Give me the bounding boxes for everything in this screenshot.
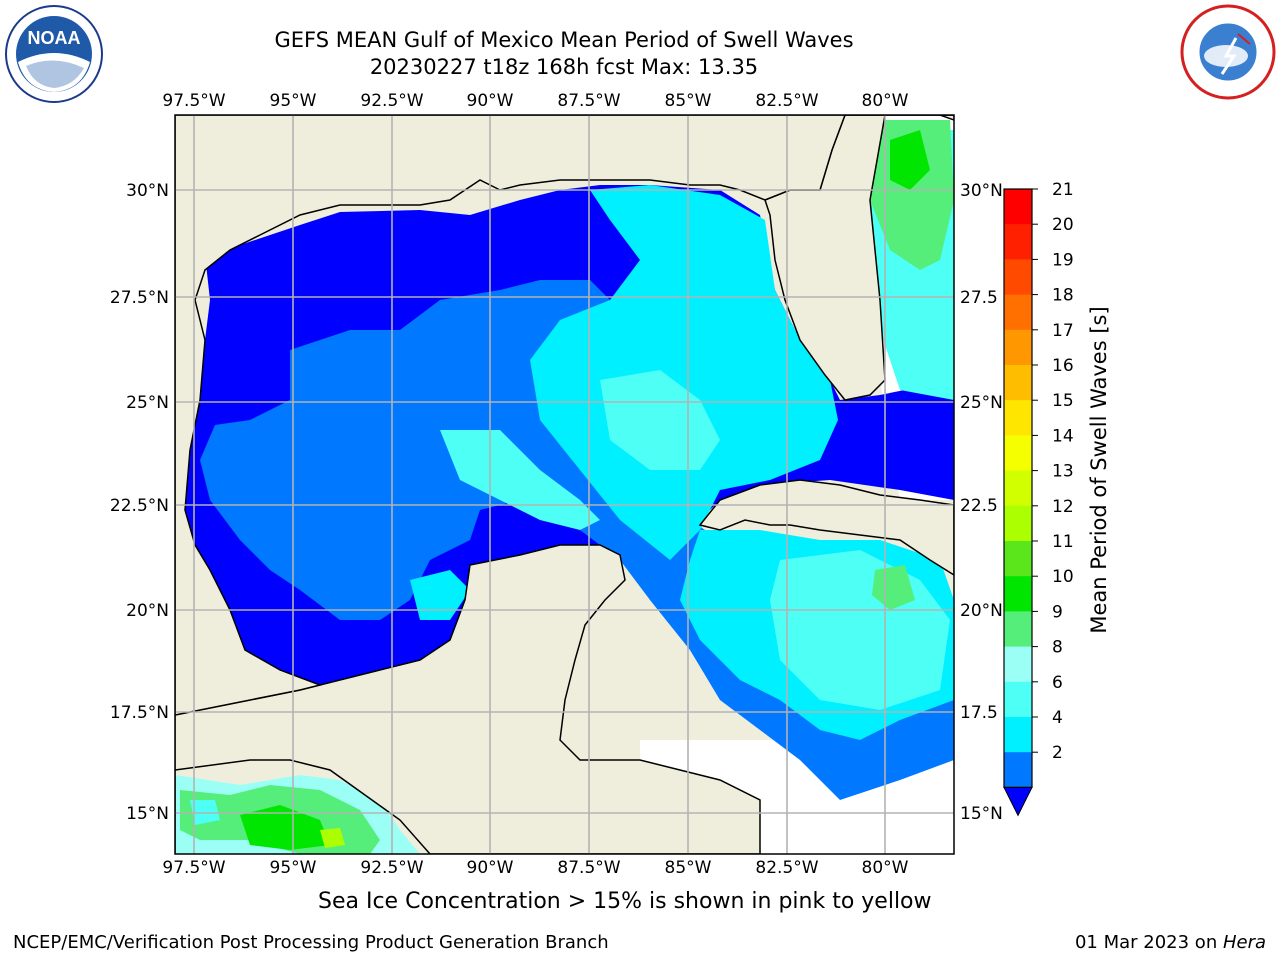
noaa-wordmark: NOAA [28,28,81,48]
lat-tick-label: 30°N [960,181,1003,201]
colorbar-tick-label: 10 [1052,567,1074,587]
lon-tick-label: 85°W [665,858,712,878]
lon-tick-label: 80°W [862,858,909,878]
colorbar-tick-label: 8 [1052,638,1063,658]
colorbar-tick-label: 19 [1052,250,1074,270]
lon-tick-label: 92.5°W [360,858,423,878]
colorbar-segment [1004,505,1032,542]
colorbar-segment [1004,646,1032,683]
swell-9-10 [865,120,954,270]
colorbar-ticks: 21 20 19 18 17 16 15 14 13 12 11 10 9 8 6 4 2 [1032,180,1074,763]
nws-logo [1180,4,1276,100]
lon-tick-label: 97.5°W [162,858,225,878]
lon-tick-label: 95°W [270,91,317,111]
lat-tick-label: 22.5 [960,496,998,516]
colorbar-segment [1004,681,1032,718]
colorbar-segment [1004,576,1032,612]
colorbar-segment [1004,435,1032,472]
colorbar-tick-label: 9 [1052,602,1063,622]
colorbar-tick-label: 14 [1052,426,1074,446]
lat-tick-label: 20°N [126,601,169,621]
colorbar-tick-label: 18 [1052,286,1074,306]
colorbar-outline [1003,188,1033,789]
lon-labels-bottom: 97.5°W 95°W 92.5°W 90°W 87.5°W 85°W 82.5°W 80°W [162,858,908,878]
colorbar-segment [1004,224,1032,260]
colorbar-extend-triangle [1003,786,1033,817]
colorbar-segment [1004,400,1032,436]
lon-tick-label: 92.5°W [360,91,423,111]
lon-tick-label: 90°W [467,858,514,878]
lat-tick-label: 25°N [126,393,169,413]
colorbar-tick-label: 16 [1052,356,1074,376]
noaa-logo: NOAA [5,5,103,103]
lon-tick-label: 97.5°W [162,91,225,111]
colorbar-tick-label: 4 [1052,708,1063,728]
yucatan [175,544,761,854]
colorbar-segment [1004,470,1032,507]
us-gulf-coast [175,115,954,716]
footer-host: Hera [1222,932,1266,953]
colorbar-tick-label: 13 [1052,462,1074,482]
colorbar-tick-label: 21 [1052,180,1074,200]
footer-branch: NCEP/EMC/Verification Post Processing Pr… [13,932,609,953]
lat-tick-label: 15°N [960,804,1003,824]
swell-4-6 [200,280,640,620]
graticule [175,115,954,854]
lat-tick-label: 15°N [126,804,169,824]
lat-tick-label: 17.5°N [110,703,169,723]
lon-tick-label: 82.5°W [755,91,818,111]
swell-6-8 [530,185,838,560]
colorbar-segment [1004,752,1032,788]
lat-tick-label: 20°N [960,601,1003,621]
lat-tick-label: 25°N [960,393,1003,413]
colorbar-segment [1004,717,1032,753]
lon-labels-top: 97.5°W 95°W 92.5°W 90°W 87.5°W 85°W 82.5°W 80°W [162,91,908,111]
colorbar-tick-label: 17 [1052,321,1074,341]
lon-tick-label: 90°W [467,91,514,111]
colorbar-tick-label: 15 [1052,391,1074,411]
lon-tick-label: 82.5°W [755,858,818,878]
colorbar-tick-label: 11 [1052,532,1074,552]
colorbar-tick-label: 12 [1052,497,1074,517]
lon-tick-label: 87.5°W [557,91,620,111]
sea-ice-note-text: Sea Ice Concentration > 15% is shown in … [318,889,932,914]
footer-date-text: 01 Mar 2023 on [1074,932,1223,953]
colorbar-tick-label: 20 [1052,215,1074,235]
colorbar-segment [1004,365,1032,401]
lat-tick-label: 30°N [126,181,169,201]
cuba [698,479,954,576]
lat-tick-label: 27.5 [960,288,998,308]
chart-title: GEFS MEAN Gulf of Mexico Mean Period of … [274,28,854,52]
lat-labels-left: 30°N 27.5°N 25°N 22.5°N 20°N 17.5°N 15°N [110,181,169,824]
colorbar-tick-label: 2 [1052,743,1063,763]
colorbar-segment [1004,294,1032,331]
lat-tick-label: 27.5°N [110,288,169,308]
footer-date: 01 Mar 2023 on Hera [1075,932,1266,953]
lon-tick-label: 87.5°W [557,858,620,878]
chart-subtitle: 20230227 t18z 168h fcst Max: 13.35 [369,55,759,79]
lat-tick-label: 22.5°N [110,496,169,516]
lon-tick-label: 80°W [862,91,909,111]
colorbar-segment [1004,329,1032,366]
colorbar-label: Mean Period of Swell Waves [s] [1087,306,1111,633]
lat-tick-label: 17.5 [960,703,998,723]
map-frame [174,114,955,855]
colorbar-tick-label: 6 [1052,673,1063,693]
colorbar-segment [1004,541,1032,577]
colorbar-segment [1004,259,1032,296]
colorbar [1003,188,1033,817]
lon-tick-label: 95°W [270,858,317,878]
colorbar-segment [1004,189,1032,225]
lat-labels-right: 30°N 27.5 25°N 22.5 20°N 17.5 15°N [960,181,1003,824]
colorbar-segment [1004,611,1032,648]
lon-tick-label: 85°W [665,91,712,111]
sea-ice-note: Sea Ice Concentration > 15% is shown in … [0,889,1280,914]
